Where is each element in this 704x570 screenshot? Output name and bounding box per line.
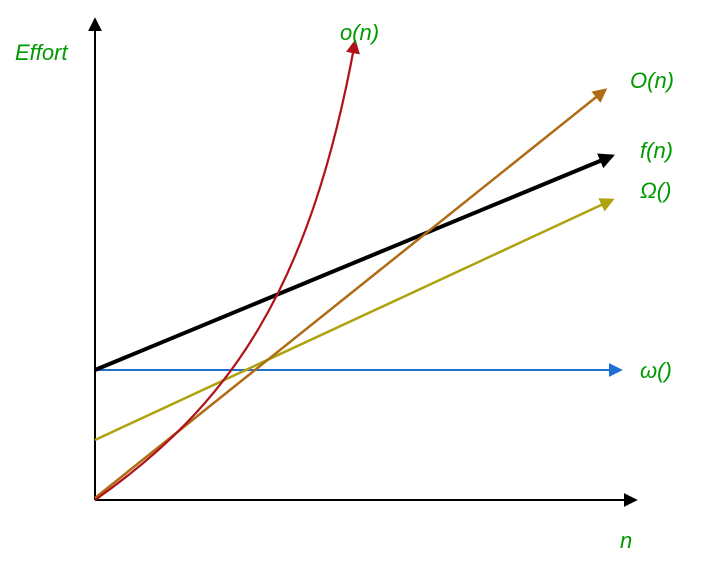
curve-label-f-n: f(n) [640, 138, 673, 163]
x-axis-label: n [620, 528, 632, 553]
curve-little-o [95, 42, 355, 500]
complexity-chart: Effort n ω() Ω() f(n) O(n) o(n) [0, 0, 704, 570]
curve-label-big-o: O(n) [630, 68, 674, 93]
curve-label-little-o: o(n) [340, 20, 379, 45]
curve-label-omega-lower: ω() [640, 358, 672, 383]
curve-big-omega [95, 200, 612, 440]
curve-f-n [95, 156, 612, 370]
y-axis-label: Effort [15, 40, 68, 65]
curve-label-big-omega: Ω() [640, 178, 671, 203]
